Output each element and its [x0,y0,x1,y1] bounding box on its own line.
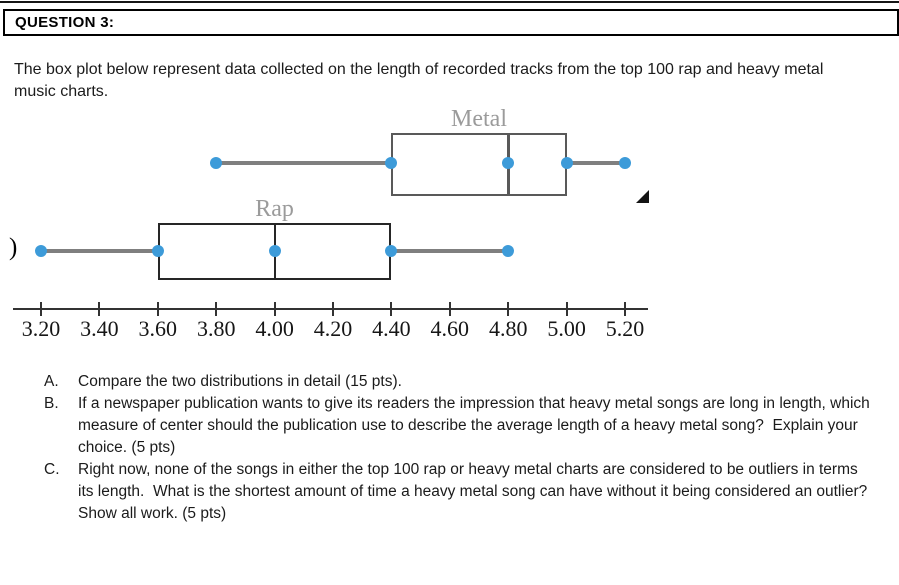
data-point-dot [35,245,47,257]
question-text: Compare the two distributions in detail … [78,373,402,390]
corner-triangle-icon [636,190,649,203]
whisker-line [41,249,158,253]
box [391,133,567,196]
data-point-dot [268,245,281,257]
stray-paren-mark: ) [9,234,18,261]
series-label: Rap [255,196,294,222]
whisker-line [216,161,392,165]
question-label: C. [44,461,60,478]
axis-tick [448,302,451,316]
data-point-dot [560,157,573,169]
intro-paragraph: The box plot below represent data collec… [14,61,828,100]
axis-tick-label: 4.60 [430,316,470,341]
axis-line [13,308,648,310]
data-point-dot [619,157,631,169]
axis-tick-label: 5.20 [605,316,645,341]
question-header-box: QUESTION 3: [3,9,899,36]
data-point-dot [385,157,398,169]
axis-tick-label: 4.80 [488,316,528,341]
question-header-title: QUESTION 3: [15,14,115,31]
axis-tick [98,302,101,316]
axis-tick [332,302,334,316]
top-rule [0,1,899,3]
axis-tick-label: 5.00 [547,316,586,341]
axis-tick-label: 3.40 [80,316,119,341]
question-label: B. [44,395,59,412]
axis-tick [507,302,510,316]
question-label: A. [44,373,59,390]
axis-tick [390,302,393,316]
axis-tick-label: 3.80 [196,316,236,341]
axis-tick-label: 4.40 [372,316,411,341]
axis-tick-label: 4.00 [255,316,294,341]
series-label: Metal [451,106,507,132]
data-point-dot [502,245,515,257]
axis-tick-label: 3.60 [138,316,178,341]
question-text: If a newspaper publication wants to give… [78,395,875,456]
data-point-dot [385,245,398,257]
question-item-c: C. Right now, none of the songs in eithe… [44,459,874,525]
data-point-dot [151,245,164,257]
axis-tick [273,302,276,316]
question-text: Right now, none of the songs in either t… [78,461,876,522]
axis-tick [40,302,42,316]
axis-tick [215,302,218,316]
axis-tick [624,302,626,316]
data-point-dot [502,157,515,169]
axis-tick [156,302,159,316]
question-list: A. Compare the two distributions in deta… [44,371,874,525]
axis-tick [565,302,568,316]
whisker-line [566,161,625,165]
data-point-dot [210,157,223,169]
question-item-b: B. If a newspaper publication wants to g… [44,393,874,459]
axis-tick-label: 4.20 [313,316,353,341]
whisker-line [391,249,509,253]
axis-tick-label: 3.20 [21,316,61,341]
question-item-a: A. Compare the two distributions in deta… [44,371,874,393]
